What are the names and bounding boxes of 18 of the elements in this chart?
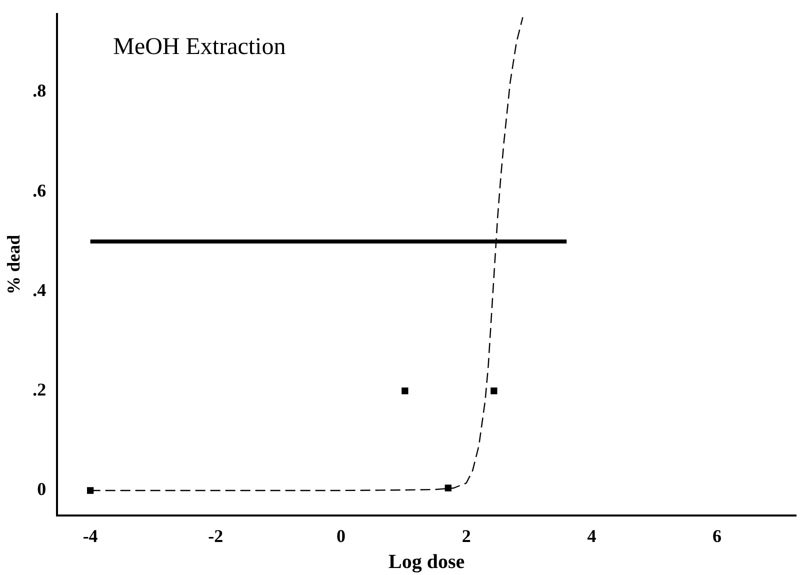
y-tick-label: 0	[37, 479, 46, 500]
y-axis-title: % dead	[3, 234, 24, 294]
x-axis-title: Log dose	[388, 551, 465, 574]
point	[86, 487, 94, 494]
x-tick-label: -4	[82, 526, 98, 546]
x-tick-label: 0	[336, 526, 346, 546]
y-tick-label: .4	[32, 280, 46, 300]
y-tick-label: .8	[32, 80, 46, 101]
x-tick-label: -2	[208, 526, 224, 546]
y-tick-label: .6	[32, 180, 46, 200]
point	[490, 388, 498, 394]
point	[402, 388, 408, 394]
x-tick-label: 4	[587, 526, 596, 546]
x-tick-label: 6	[712, 526, 722, 546]
y-tick-label: .2	[32, 380, 46, 400]
text: MeOH Extraction	[113, 34, 286, 60]
point	[444, 484, 452, 492]
x-tick-label: 2	[462, 526, 471, 546]
